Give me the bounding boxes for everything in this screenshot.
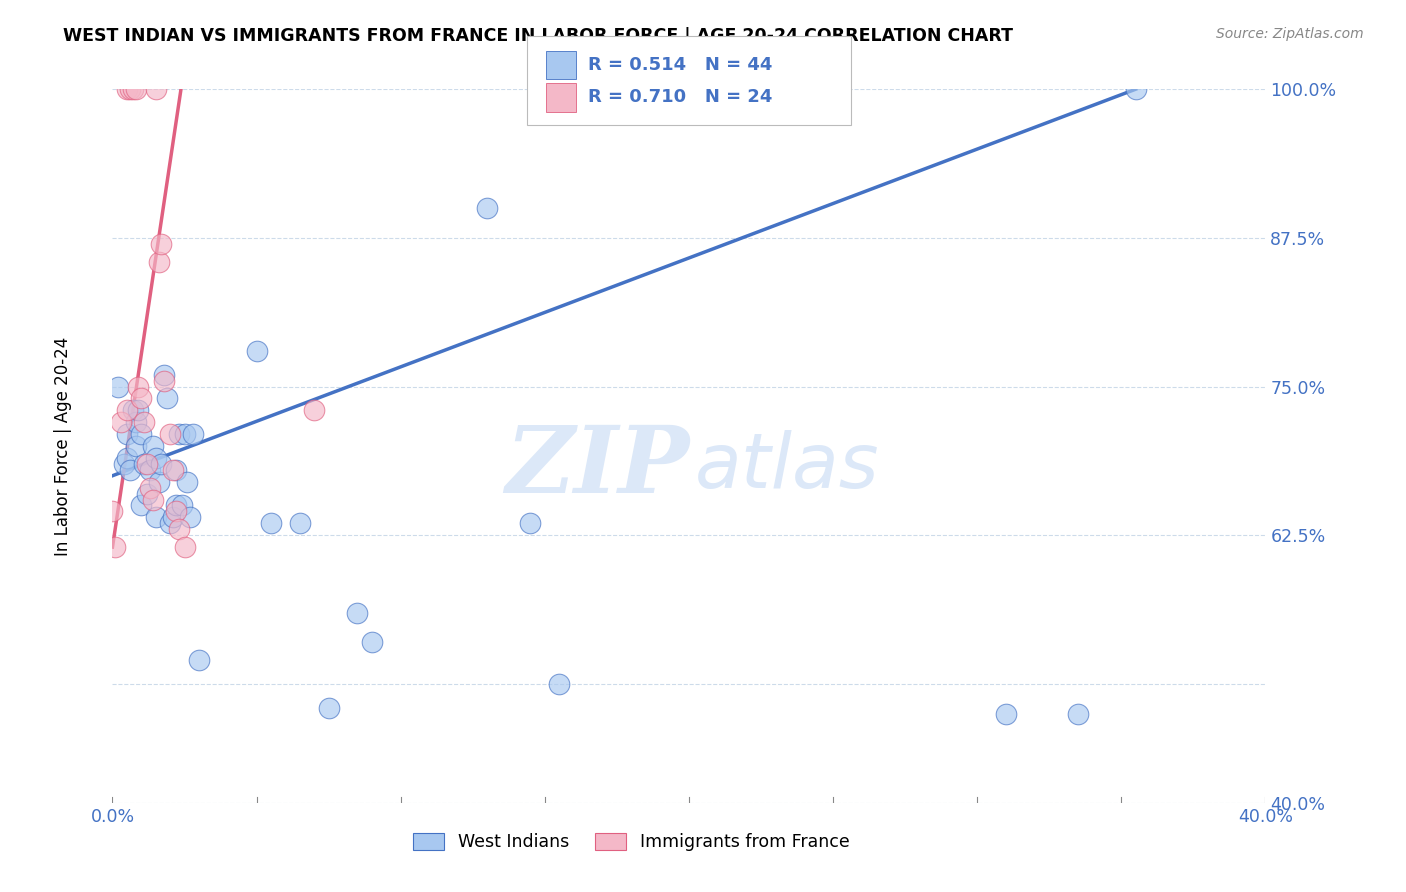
Point [148, 254, 170, 268]
Point [101, 504, 124, 518]
Point [145, 510, 167, 524]
Point [148, 475, 170, 489]
Point [162, 463, 184, 477]
Point [118, 463, 141, 477]
Point [134, 457, 156, 471]
Text: ZIP: ZIP [505, 423, 689, 512]
Point [346, 606, 368, 620]
Point [124, 439, 146, 453]
Point [165, 463, 187, 477]
Point [173, 540, 195, 554]
Point [288, 516, 311, 531]
Point [170, 499, 193, 513]
Point [139, 481, 162, 495]
Point [145, 82, 167, 96]
Point [112, 457, 135, 471]
Point [115, 403, 138, 417]
Point [115, 427, 138, 442]
Point [124, 415, 146, 429]
Point [153, 374, 176, 388]
Point [162, 510, 184, 524]
Point [142, 439, 165, 453]
Point [118, 82, 141, 96]
Point [179, 510, 201, 524]
Point [176, 475, 198, 489]
Point [1125, 82, 1147, 96]
Point [181, 427, 204, 442]
Text: atlas: atlas [695, 431, 879, 504]
Point [145, 450, 167, 465]
Text: R = 0.514   N = 44: R = 0.514 N = 44 [588, 56, 772, 74]
Point [115, 82, 138, 96]
Point [121, 82, 143, 96]
Point [150, 236, 173, 251]
Point [159, 427, 181, 442]
Point [129, 392, 153, 406]
Point [156, 392, 179, 406]
Point [167, 427, 190, 442]
Point [127, 379, 149, 393]
Point [475, 201, 499, 215]
Point [159, 516, 181, 531]
Point [127, 403, 149, 417]
Point [136, 457, 159, 471]
Point [104, 540, 127, 554]
Point [150, 457, 173, 471]
Point [121, 403, 143, 417]
Point [124, 82, 146, 96]
Point [139, 463, 162, 477]
Point [165, 499, 187, 513]
Point [107, 379, 129, 393]
Text: R = 0.710   N = 24: R = 0.710 N = 24 [588, 88, 772, 106]
Point [167, 522, 190, 536]
Point [1067, 706, 1090, 721]
Point [115, 450, 138, 465]
Point [165, 504, 187, 518]
Legend: West Indians, Immigrants from France: West Indians, Immigrants from France [406, 826, 856, 858]
Point [110, 415, 132, 429]
Point [304, 403, 326, 417]
Point [142, 492, 165, 507]
Point [519, 516, 541, 531]
Point [995, 706, 1018, 721]
Point [173, 427, 195, 442]
Point [134, 415, 156, 429]
Text: WEST INDIAN VS IMMIGRANTS FROM FRANCE IN LABOR FORCE | AGE 20-24 CORRELATION CHA: WEST INDIAN VS IMMIGRANTS FROM FRANCE IN… [63, 27, 1014, 45]
Text: Source: ZipAtlas.com: Source: ZipAtlas.com [1216, 27, 1364, 41]
Point [246, 343, 269, 358]
Point [548, 677, 571, 691]
Point [318, 700, 340, 714]
Point [136, 486, 159, 500]
Point [360, 635, 382, 649]
Point [129, 427, 153, 442]
Point [188, 653, 211, 667]
Point [260, 516, 283, 531]
Text: In Labor Force | Age 20-24: In Labor Force | Age 20-24 [55, 336, 72, 556]
Point [129, 499, 153, 513]
Point [153, 368, 176, 382]
